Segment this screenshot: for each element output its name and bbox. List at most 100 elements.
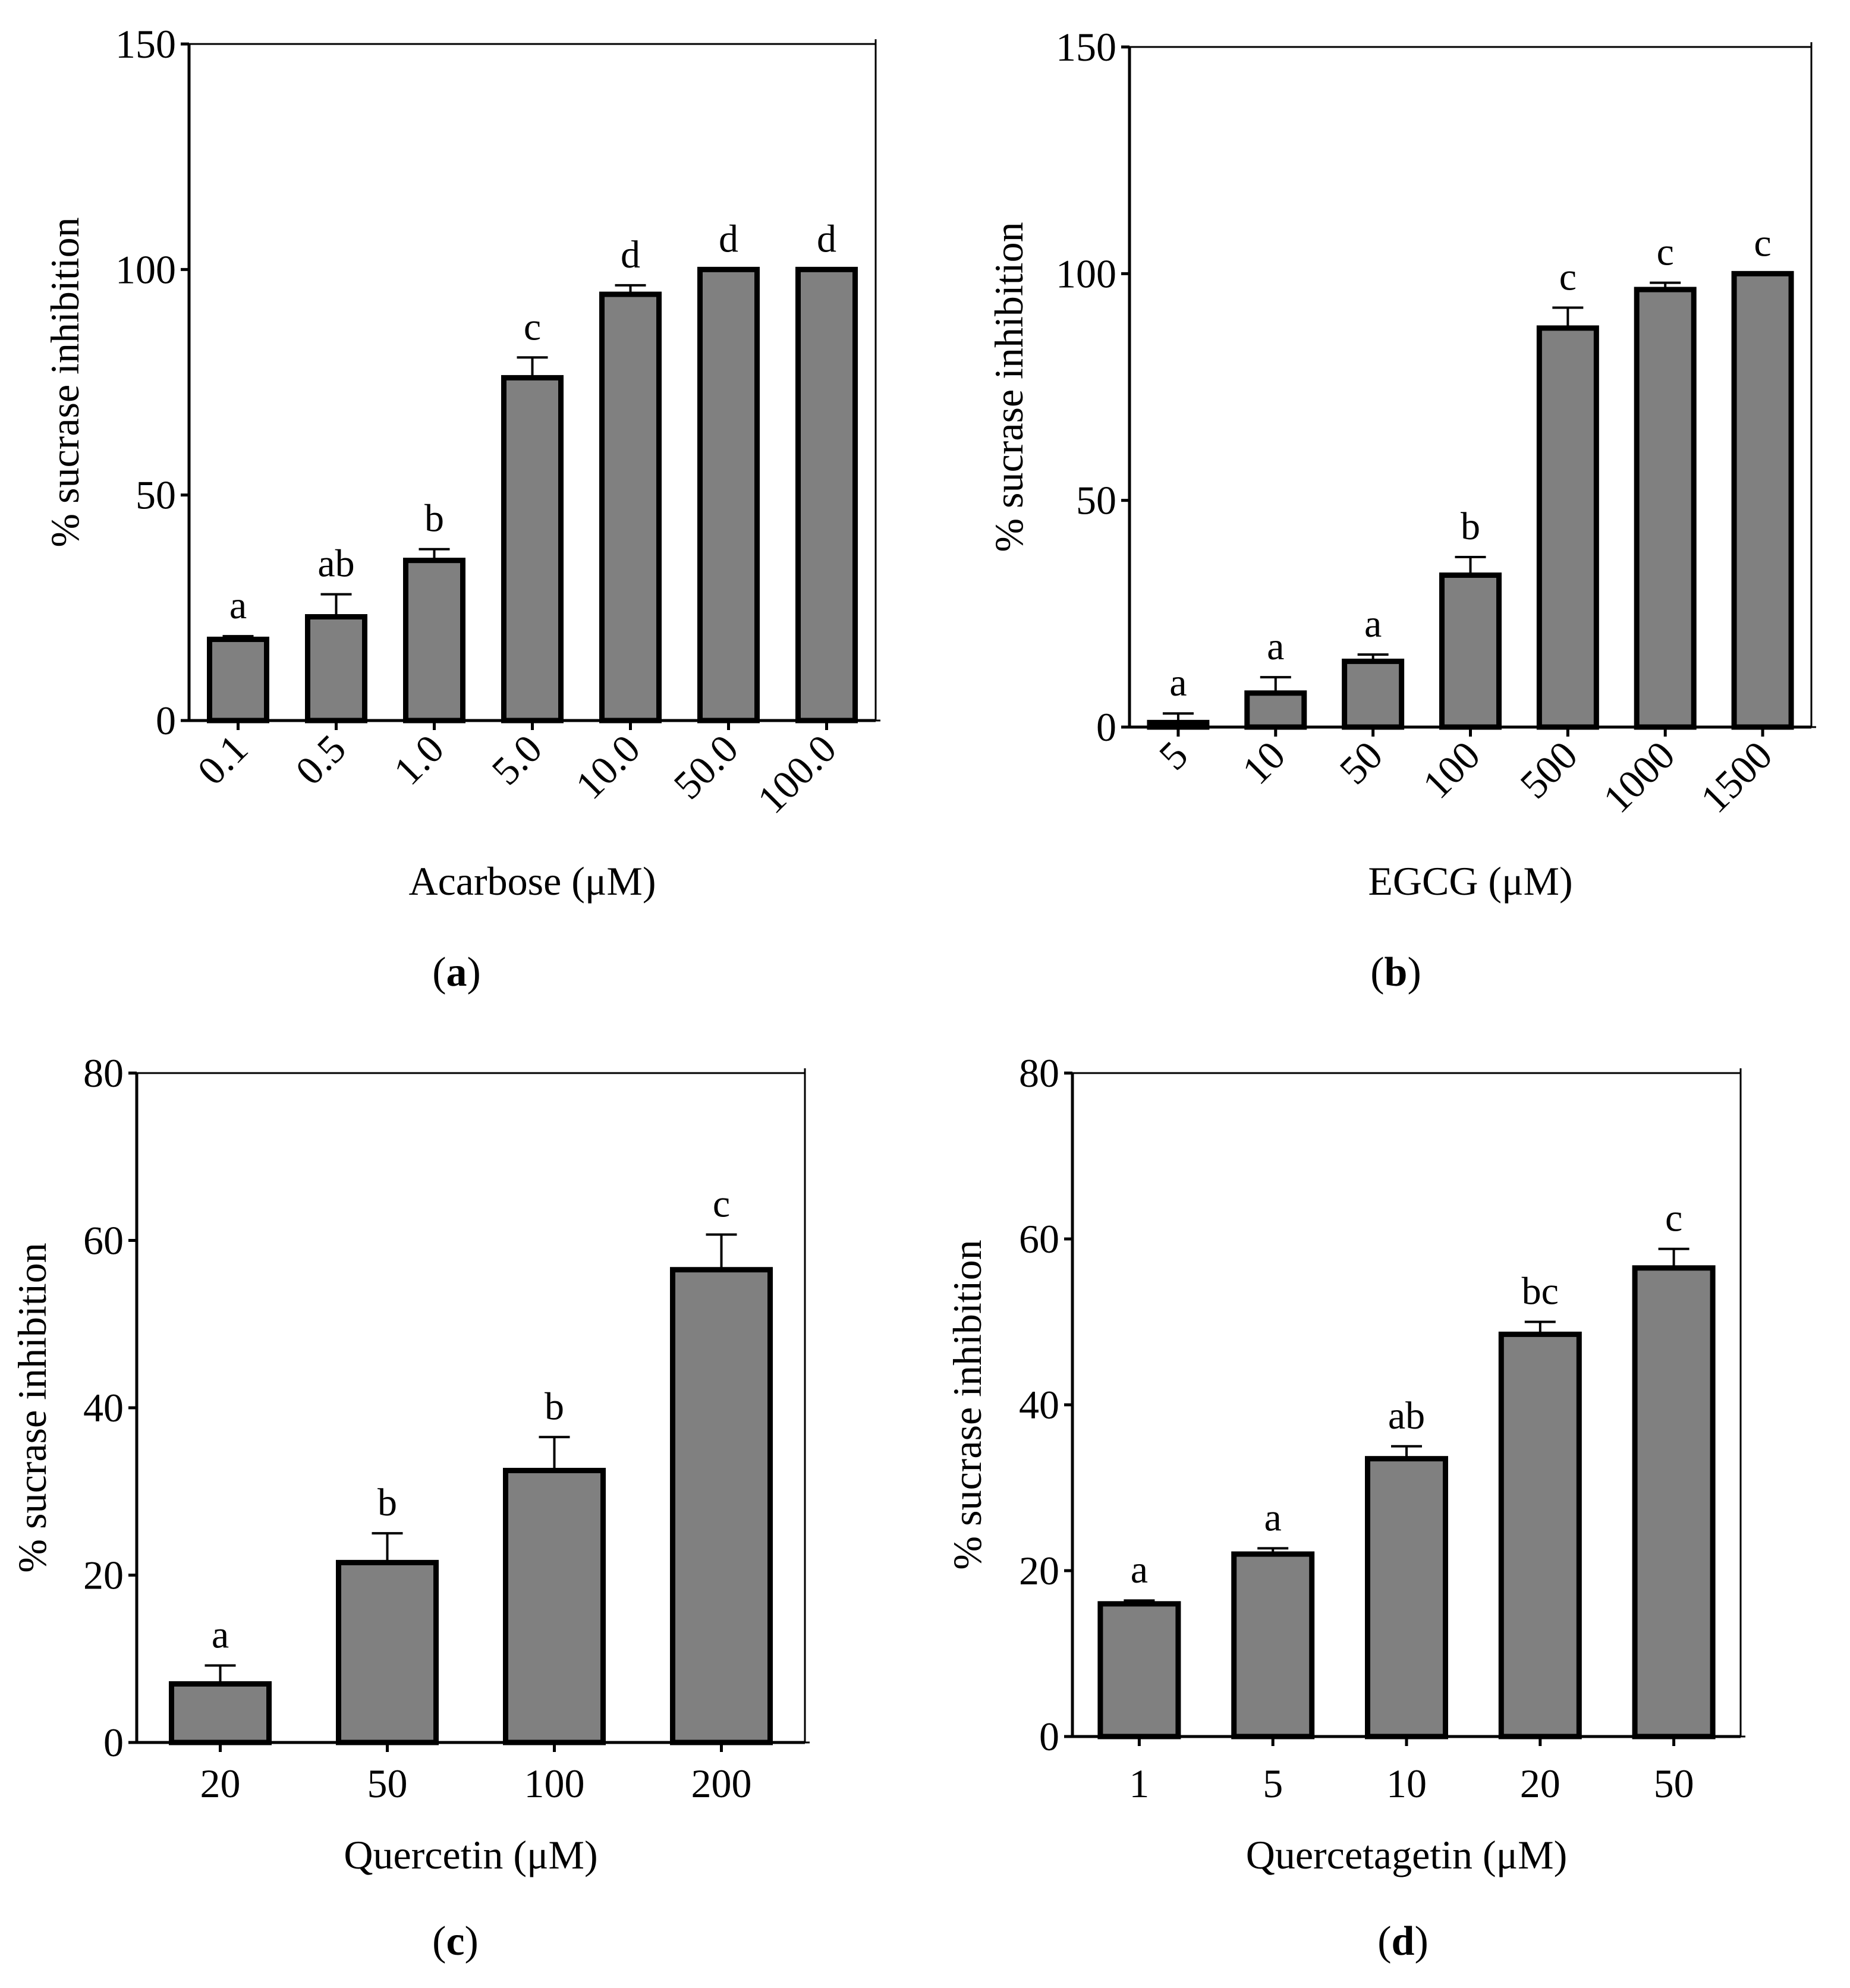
chart-panel-c: 0 20 40 60 80 a 20 b 50 b 100 c 200 Quercetin (μM) % s… <box>10 1050 810 1964</box>
x-tick-label: 5.0 <box>483 726 550 794</box>
x-tick-label: 10.0 <box>567 726 649 808</box>
x-axis-title: Quercetin (μM) <box>344 1832 597 1877</box>
x-tick-label: 5 <box>1263 1761 1283 1806</box>
x-tick-label: 50 <box>1330 732 1391 793</box>
x-tick-label: 100.0 <box>748 726 845 822</box>
x-tick-label: 20 <box>200 1761 241 1806</box>
y-axis-title: % sucrase inhibition <box>945 1240 990 1569</box>
significance-letter: a <box>1131 1548 1148 1591</box>
bar <box>795 266 858 724</box>
x-tick-label: 1500 <box>1692 732 1781 822</box>
panel-caption: (c) <box>432 1918 479 1964</box>
significance-letter: a <box>1169 661 1187 704</box>
x-tick-label: 50 <box>1654 1761 1694 1806</box>
y-tick-label: 0 <box>156 698 176 743</box>
y-tick-label: 0 <box>103 1720 124 1765</box>
y-axis-title: % sucrase inhibition <box>10 1242 55 1572</box>
bar <box>1498 1331 1582 1740</box>
x-tick-label: 50 <box>367 1761 408 1806</box>
significance-letter: c <box>524 305 541 348</box>
x-tick-label: 200 <box>691 1761 752 1806</box>
bar <box>1365 1456 1448 1740</box>
significance-letter: ab <box>1388 1394 1425 1437</box>
bar <box>403 558 465 724</box>
x-tick-label: 10 <box>1386 1761 1427 1806</box>
y-tick-label: 60 <box>1019 1216 1059 1262</box>
significance-letter: a <box>212 1613 229 1657</box>
x-axis-title: EGCG (μM) <box>1368 858 1572 904</box>
significance-letter: b <box>377 1481 397 1524</box>
x-tick-label: 100 <box>524 1761 585 1806</box>
x-axis-title: Acarbose (μM) <box>409 858 656 904</box>
significance-letter: c <box>1754 221 1771 265</box>
bar <box>207 636 269 724</box>
x-tick-label: 500 <box>1511 732 1586 807</box>
x-tick-label: 5 <box>1150 732 1197 779</box>
bar <box>336 1559 439 1745</box>
panel-caption: (d) <box>1377 1918 1429 1964</box>
significance-letter: bc <box>1522 1270 1559 1313</box>
bar <box>1632 1265 1716 1740</box>
x-tick-label: 20 <box>1520 1761 1560 1806</box>
x-tick-label: 10 <box>1234 732 1294 793</box>
bar <box>1536 325 1599 730</box>
y-tick-label: 60 <box>83 1218 124 1263</box>
x-tick-label: 0.1 <box>188 726 256 794</box>
significance-letter: b <box>424 497 444 540</box>
bar <box>1731 270 1794 730</box>
x-tick-label: 1.0 <box>385 726 452 794</box>
bar <box>305 614 367 724</box>
significance-letter: c <box>1665 1197 1682 1240</box>
significance-letter: d <box>621 233 640 276</box>
x-tick-label: 1000 <box>1594 732 1684 822</box>
significance-letter: b <box>1461 505 1480 548</box>
y-axis-title: % sucrase inhibition <box>986 222 1031 552</box>
panel-caption: (a) <box>432 949 481 995</box>
y-tick-label: 80 <box>1019 1050 1059 1096</box>
significance-letter: d <box>719 217 738 260</box>
bar <box>1439 573 1502 730</box>
chart-panel-d: 0 20 40 60 80 a 1 a 5 ab 10 bc 20 c 50 Quercetagetin (μ… <box>945 1050 1745 1964</box>
significance-letter: b <box>545 1385 564 1428</box>
significance-letter: ab <box>317 542 354 586</box>
y-axis-title: % sucrase inhibition <box>42 217 87 547</box>
bar <box>1342 658 1405 730</box>
y-tick-label: 0 <box>1096 704 1116 750</box>
chart-panel-a: 0 50 100 150 a 0.1 ab 0.5 b 1.0 c 5.0 d 10.0 d 50.0 d 100… <box>42 21 880 995</box>
y-tick-label: 150 <box>1056 24 1116 70</box>
bar <box>501 375 564 724</box>
x-tick-label: 50.0 <box>665 726 747 808</box>
bar <box>1097 1601 1181 1740</box>
y-tick-label: 40 <box>83 1385 124 1430</box>
y-tick-label: 150 <box>115 21 176 67</box>
bar <box>503 1468 606 1745</box>
significance-letter: c <box>1559 256 1577 299</box>
significance-letter: a <box>1264 1496 1282 1539</box>
significance-letter: c <box>713 1182 730 1226</box>
bar <box>697 266 760 724</box>
bar <box>670 1267 773 1745</box>
panel-caption: (b) <box>1370 949 1421 995</box>
x-tick-label: 100 <box>1414 732 1489 807</box>
y-tick-label: 20 <box>1019 1548 1059 1593</box>
y-tick-label: 50 <box>136 473 176 518</box>
y-tick-label: 100 <box>1056 251 1116 296</box>
y-tick-label: 0 <box>1039 1714 1059 1759</box>
x-axis-title: Quercetagetin (μM) <box>1246 1832 1568 1877</box>
bar <box>1231 1551 1315 1740</box>
significance-letter: d <box>817 217 836 260</box>
y-tick-label: 80 <box>83 1050 124 1096</box>
significance-letter: c <box>1657 231 1674 274</box>
bar <box>1147 719 1210 730</box>
x-tick-label: 1 <box>1129 1761 1149 1806</box>
bar <box>1634 287 1697 730</box>
significance-letter: a <box>1267 625 1284 668</box>
significance-letter: a <box>1364 602 1382 646</box>
chart-panel-b: 0 50 100 150 a 5 a 10 a 50 b 100 c 500 c 1000 c 1500 EGCG … <box>986 24 1816 995</box>
bar <box>169 1681 272 1745</box>
bar <box>1244 690 1307 730</box>
x-tick-label: 0.5 <box>287 726 354 794</box>
bar <box>599 291 662 724</box>
significance-letter: a <box>229 584 247 627</box>
